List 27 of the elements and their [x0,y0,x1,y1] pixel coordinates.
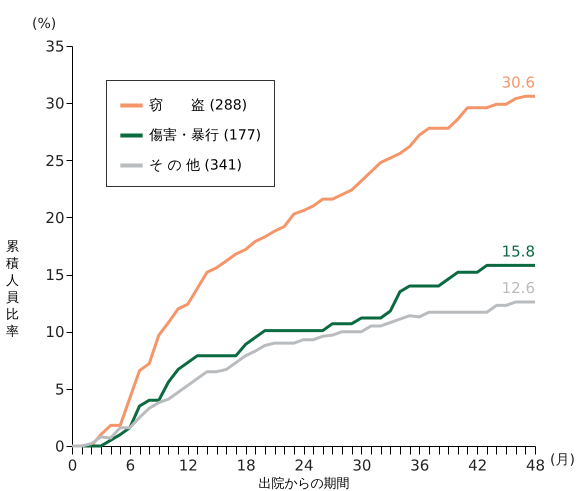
x-tick-label: 36 [410,456,430,474]
x-tick-label: 12 [178,456,198,474]
x-tick-label: 24 [294,456,314,474]
x-tick-label: 30 [352,456,372,474]
data-label: 30.6 [502,73,535,92]
text: (%) [32,16,56,32]
y-tick-label: 5 [54,380,64,398]
y-tick-label: 35 [45,38,64,56]
x-axis-title: 出院からの期間 [258,476,350,491]
data-label: 12.6 [502,279,535,297]
y-tick-label: 10 [45,323,64,342]
legend-label: 傷害・暴行 (177) [148,128,262,144]
x-tick-label: 0 [68,456,78,474]
y-tick-label: 25 [45,152,64,170]
y-axis-title: 累積人員比率 [6,240,19,340]
legend-label: そ の 他 (341) [149,158,242,174]
text: (月) [550,452,575,468]
x-tick-label: 48 [526,456,546,474]
legend-label: 窃 盗 (288) [149,98,248,114]
y-tick-label: 0 [54,438,64,456]
x-tick-label: 6 [126,456,136,474]
x-tick-label: 18 [236,456,256,474]
y-tick-label: 30 [45,94,64,113]
x-tick-label: 42 [468,456,488,474]
y-tick-label: 15 [45,266,64,284]
data-label: 15.8 [502,242,535,260]
y-tick-label: 20 [45,208,64,227]
